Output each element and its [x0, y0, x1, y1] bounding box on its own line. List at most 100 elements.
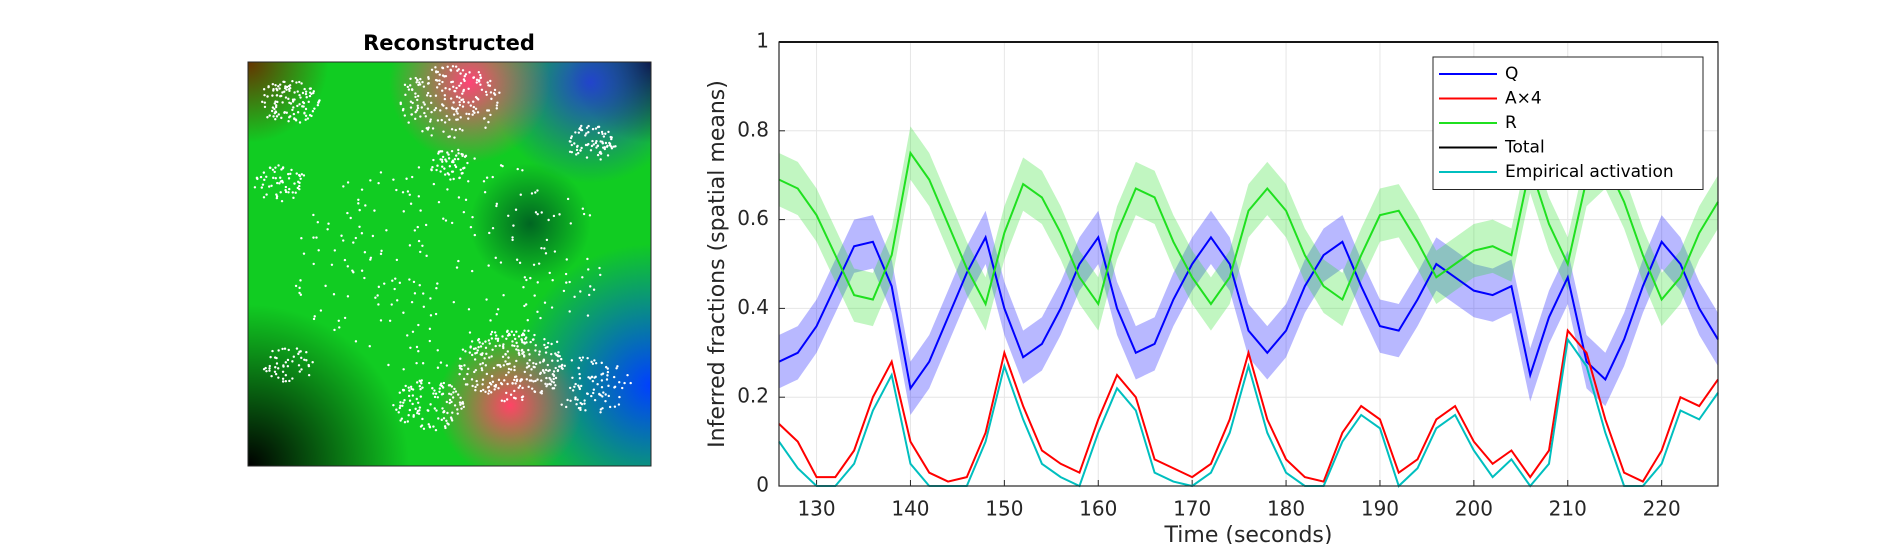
dot — [604, 399, 607, 403]
dot — [446, 188, 449, 191]
dot — [417, 166, 421, 169]
dot — [607, 394, 610, 398]
dot — [261, 100, 264, 104]
dot — [621, 386, 624, 390]
dot — [551, 278, 554, 282]
dot — [606, 367, 609, 370]
dot — [589, 149, 593, 152]
dot — [408, 193, 411, 196]
dot — [364, 204, 367, 207]
dot — [415, 381, 419, 384]
dot — [297, 352, 300, 356]
dot — [519, 193, 522, 196]
dot — [485, 93, 488, 97]
dot — [522, 286, 525, 289]
dot — [543, 247, 546, 250]
dot — [430, 68, 434, 71]
dot — [429, 94, 432, 98]
dot — [360, 188, 364, 191]
dot — [457, 259, 460, 263]
dot — [289, 102, 293, 105]
dot — [368, 345, 371, 348]
dot — [459, 116, 462, 119]
dot — [610, 136, 613, 139]
dot — [442, 130, 445, 133]
dot — [497, 386, 500, 390]
dot — [560, 366, 564, 370]
dot — [599, 408, 603, 411]
dot — [391, 279, 394, 282]
dot — [268, 166, 272, 169]
dot — [455, 86, 458, 90]
dot — [459, 168, 462, 171]
dot — [428, 425, 431, 428]
dot — [311, 110, 315, 113]
dot — [307, 364, 311, 368]
dot — [428, 339, 432, 343]
dot — [276, 89, 279, 92]
dot — [570, 150, 574, 154]
legend-label: Q — [1505, 64, 1518, 84]
dot — [441, 80, 444, 84]
dot — [296, 104, 299, 108]
dot — [548, 271, 551, 275]
dot — [518, 261, 522, 265]
dot — [301, 105, 304, 108]
dot — [455, 154, 458, 157]
dot — [472, 347, 476, 351]
dot — [582, 212, 586, 216]
dot — [420, 106, 423, 109]
dot — [586, 356, 589, 360]
dot — [540, 246, 543, 250]
dot — [570, 359, 574, 362]
dot — [527, 329, 530, 333]
dot — [552, 374, 556, 378]
dot — [600, 361, 603, 365]
dot — [480, 368, 484, 372]
dot — [575, 148, 579, 152]
dot — [552, 377, 555, 381]
dot — [318, 99, 321, 102]
dot — [608, 141, 611, 145]
dot — [626, 373, 629, 377]
dot — [599, 273, 602, 277]
dot — [556, 354, 559, 357]
dot — [422, 305, 426, 308]
dot — [483, 357, 486, 360]
dot — [512, 333, 516, 337]
dot — [281, 380, 285, 383]
dot — [312, 213, 315, 217]
dot — [528, 353, 531, 356]
dot — [523, 276, 527, 279]
dot — [262, 171, 266, 174]
dot — [416, 106, 420, 110]
dot — [357, 198, 360, 201]
dot — [464, 154, 468, 158]
dot — [512, 224, 515, 227]
dot — [511, 340, 514, 343]
dot — [536, 378, 539, 381]
dot — [297, 364, 301, 367]
dot — [337, 319, 340, 322]
dot — [275, 362, 279, 365]
dot — [426, 107, 430, 110]
dot — [511, 238, 514, 242]
dot — [596, 383, 599, 386]
dot — [264, 366, 267, 370]
dot — [534, 344, 537, 347]
dot — [369, 179, 372, 182]
dot — [458, 176, 461, 180]
dot — [284, 190, 288, 194]
dot — [450, 170, 454, 173]
dot — [288, 379, 291, 383]
dot — [394, 277, 397, 280]
dot — [490, 383, 493, 386]
x-tick-label: 160 — [1079, 497, 1117, 521]
dot — [411, 330, 415, 333]
dot — [292, 355, 296, 358]
dot — [291, 100, 295, 103]
dot — [513, 365, 516, 368]
dot — [469, 346, 472, 349]
dot — [455, 95, 459, 98]
dot — [414, 76, 417, 80]
